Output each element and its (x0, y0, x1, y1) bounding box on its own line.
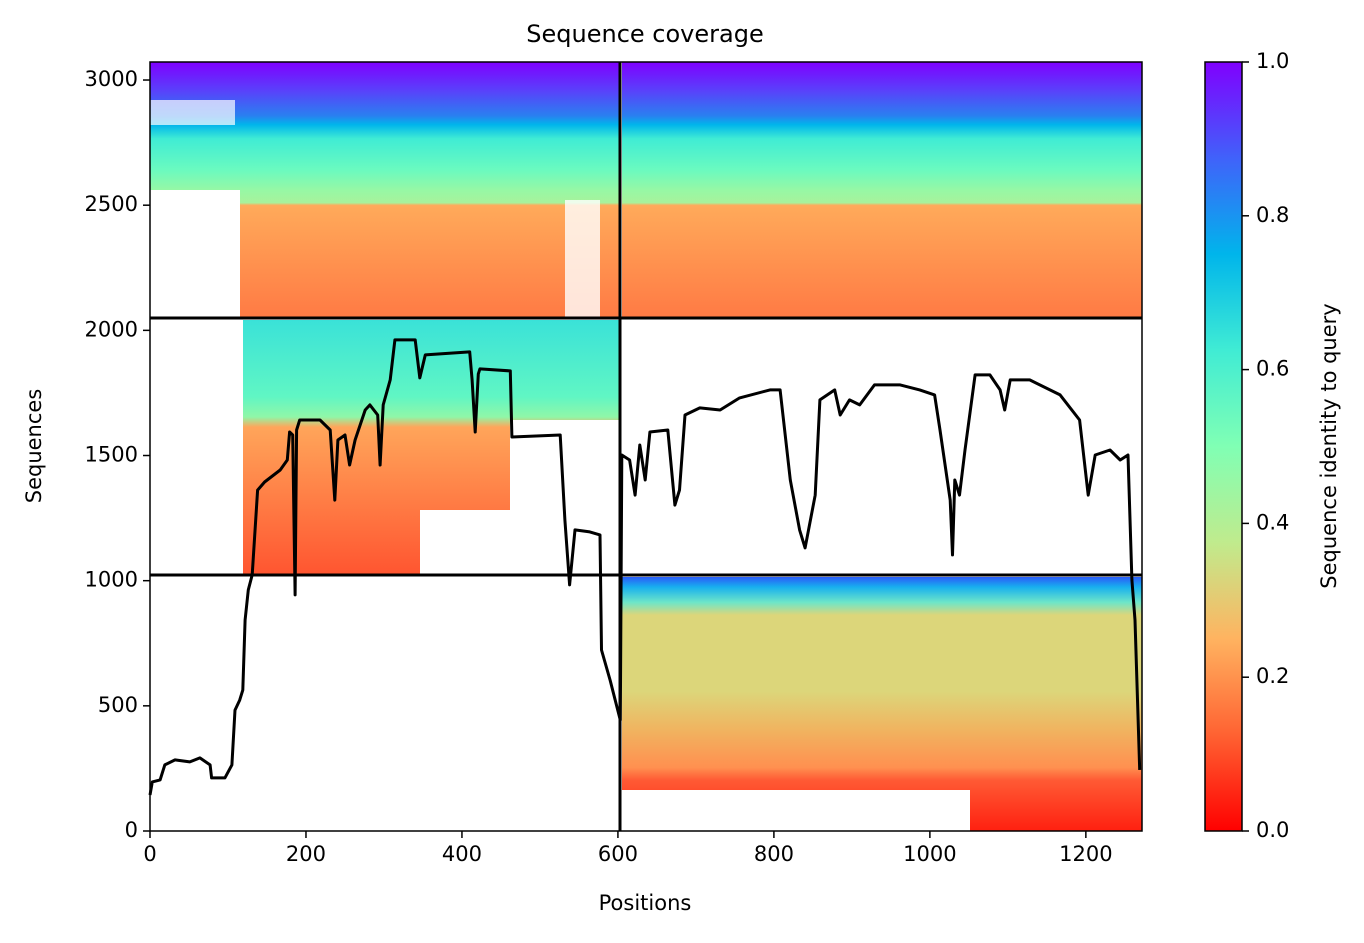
x-tick-label: 800 (754, 842, 794, 866)
y-tick-label: 2000 (85, 317, 138, 341)
y-tick-label: 500 (98, 693, 138, 717)
colorbar-label: Sequence identity to query (1317, 303, 1341, 588)
chart-title: Sequence coverage (526, 20, 763, 48)
x-tick-label: 1200 (1059, 842, 1112, 866)
y-tick-label: 0 (125, 818, 138, 842)
coverage-heatmap (150, 62, 1142, 831)
x-axis-label: Positions (599, 891, 692, 915)
y-tick-label: 1500 (85, 443, 138, 467)
colorbar (1204, 61, 1243, 832)
colorbar-tick-label: 0.4 (1256, 510, 1289, 534)
plot-frame (149, 61, 1143, 832)
coverage-line (148, 338, 1142, 796)
x-tick-label: 400 (442, 842, 482, 866)
colorbar-tick-label: 0.8 (1256, 203, 1289, 227)
colorbar-tick-label: 0.6 (1256, 357, 1289, 381)
y-tick-label: 2500 (85, 192, 138, 216)
colorbar-tick-label: 0.0 (1256, 818, 1289, 842)
x-tick-label: 0 (143, 842, 156, 866)
colorbar-tick-label: 0.2 (1256, 664, 1289, 688)
y-axis-label: Sequences (22, 389, 46, 504)
x-tick-label: 200 (286, 842, 326, 866)
y-tick-label: 3000 (85, 67, 138, 91)
y-tick-label: 1000 (85, 568, 138, 592)
x-tick-label: 600 (598, 842, 638, 866)
x-tick-label: 1000 (903, 842, 956, 866)
colorbar-tick-label: 1.0 (1256, 49, 1289, 73)
